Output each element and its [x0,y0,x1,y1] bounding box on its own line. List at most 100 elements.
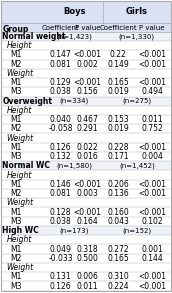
Text: 0.146: 0.146 [50,180,72,189]
Text: <0.001: <0.001 [74,50,102,59]
Text: (n=152): (n=152) [122,227,151,234]
Bar [1,282,171,291]
Text: Normal weight: Normal weight [2,32,66,41]
Text: 0.004: 0.004 [141,152,163,161]
Text: Overweight: Overweight [2,97,52,106]
Text: <0.001: <0.001 [74,180,102,189]
Text: (n=1,452): (n=1,452) [119,163,155,169]
Text: 0.752: 0.752 [141,124,163,133]
Text: 0.164: 0.164 [77,217,99,226]
Text: 0.467: 0.467 [77,115,99,124]
Text: (n=1,330): (n=1,330) [119,33,155,40]
Text: 0.131: 0.131 [50,272,71,281]
Text: <0.001: <0.001 [138,78,166,87]
Text: (n=334): (n=334) [60,98,89,104]
Text: M1: M1 [11,143,22,152]
Text: Normal WC: Normal WC [2,161,50,170]
Text: 0.081: 0.081 [50,189,71,198]
Text: 0.147: 0.147 [50,50,72,59]
Text: 0.006: 0.006 [77,272,99,281]
Text: Height: Height [7,235,32,244]
Bar [1,226,171,235]
Text: Coefficient: Coefficient [42,25,79,30]
Text: M3: M3 [11,87,22,96]
Text: <0.001: <0.001 [138,189,166,198]
Bar [1,115,171,124]
Text: Height: Height [7,106,32,115]
Bar [1,244,171,254]
Text: M2: M2 [11,60,22,69]
Text: 0.149: 0.149 [107,60,129,69]
Text: 0.153: 0.153 [107,115,129,124]
Text: P value: P value [139,25,165,30]
Text: 0.081: 0.081 [50,60,71,69]
Text: <0.001: <0.001 [138,208,166,217]
Text: (n=173): (n=173) [60,227,89,234]
Text: <0.001: <0.001 [138,60,166,69]
Text: Weight: Weight [7,263,34,272]
Bar [1,217,171,226]
Text: Group: Group [3,25,29,33]
Text: M3: M3 [11,152,22,161]
Text: 0.019: 0.019 [107,87,129,96]
Bar [1,272,171,282]
Text: M1: M1 [11,180,22,189]
Text: 0.224: 0.224 [107,282,129,291]
Text: 0.040: 0.040 [50,115,72,124]
Text: 0.038: 0.038 [50,87,72,96]
Text: Height: Height [7,41,32,50]
Text: 0.22: 0.22 [110,50,127,59]
Text: M2: M2 [11,124,22,133]
Text: 0.129: 0.129 [50,78,71,87]
Text: Girls: Girls [126,7,148,16]
Text: Weight: Weight [7,198,34,207]
Text: 0.011: 0.011 [77,282,99,291]
Text: 0.038: 0.038 [50,217,72,226]
Text: M3: M3 [11,282,22,291]
Bar [1,143,171,152]
Text: M2: M2 [11,189,22,198]
Text: M1: M1 [11,245,22,254]
Bar [1,134,171,143]
Text: 0.310: 0.310 [107,272,129,281]
Text: (n=1,580): (n=1,580) [56,163,92,169]
Text: M3: M3 [11,217,22,226]
Text: 0.228: 0.228 [107,143,129,152]
Text: 0.160: 0.160 [107,208,129,217]
Text: 0.019: 0.019 [107,124,129,133]
Text: 0.144: 0.144 [141,254,163,263]
Text: 0.171: 0.171 [107,152,129,161]
Text: -0.058: -0.058 [48,124,73,133]
Text: <0.001: <0.001 [74,208,102,217]
Text: 0.043: 0.043 [107,217,129,226]
Text: Coefficient: Coefficient [99,25,137,30]
Text: 0.136: 0.136 [107,189,129,198]
Text: 0.022: 0.022 [77,143,99,152]
Text: 0.206: 0.206 [107,180,129,189]
Bar [1,96,171,106]
Bar [1,152,171,161]
Text: 0.003: 0.003 [77,189,99,198]
Text: 0.016: 0.016 [77,152,99,161]
Text: M1: M1 [11,78,22,87]
Text: High WC: High WC [2,226,39,235]
Bar [1,50,171,59]
Text: 0.165: 0.165 [107,78,129,87]
Text: Weight: Weight [7,69,34,78]
Text: <0.001: <0.001 [138,180,166,189]
Bar [1,235,171,244]
Text: 0.001: 0.001 [141,245,163,254]
Bar [1,78,171,87]
Text: M2: M2 [11,254,22,263]
Text: 0.126: 0.126 [50,282,71,291]
Text: <0.001: <0.001 [74,78,102,87]
Bar [1,23,171,32]
Bar [1,106,171,115]
Text: M1: M1 [11,272,22,281]
Text: M1: M1 [11,50,22,59]
Text: 0.126: 0.126 [50,143,71,152]
Text: <0.001: <0.001 [138,143,166,152]
Bar [1,161,171,171]
Text: 0.494: 0.494 [141,87,163,96]
Bar [1,263,171,272]
